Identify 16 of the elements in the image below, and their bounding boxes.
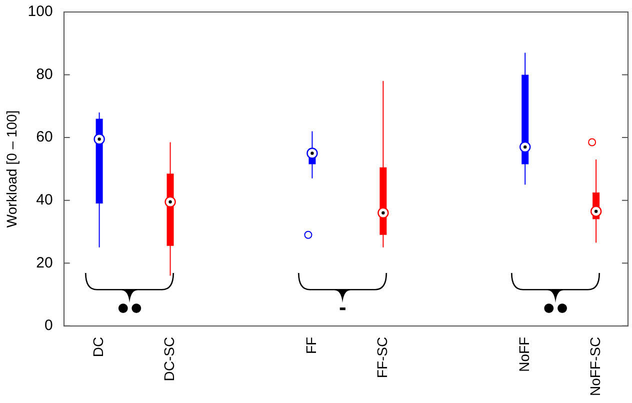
y-tick-label: 80 — [36, 66, 53, 83]
y-tick-label: 0 — [44, 317, 53, 334]
x-tick-label: NoFF — [516, 336, 532, 372]
x-tick-label: DC-SC — [161, 336, 178, 382]
x-tick-label: FF — [303, 336, 320, 354]
x-tick-label: NoFF-SC — [586, 336, 603, 396]
y-tick-label: 40 — [36, 191, 53, 208]
x-tick-label: DC — [90, 336, 106, 358]
annotation: - — [339, 294, 346, 320]
y-tick-label: 60 — [36, 128, 53, 146]
y-tick-label: 100 — [28, 3, 53, 20]
annotation: ●● — [116, 294, 144, 320]
annotation: ●● — [542, 294, 569, 320]
y-axis-title: Workload [0 – 100] — [3, 110, 20, 228]
x-tick-label: FF-SC — [374, 336, 390, 378]
y-tick-label: 20 — [36, 254, 53, 272]
